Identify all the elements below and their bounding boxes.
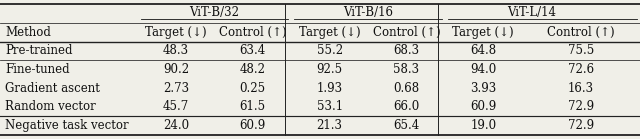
- Text: 3.93: 3.93: [470, 82, 497, 95]
- Text: ViT-B/32: ViT-B/32: [189, 6, 239, 19]
- Text: Control (↑): Control (↑): [219, 26, 287, 39]
- Text: Gradient ascent: Gradient ascent: [5, 82, 100, 95]
- Text: 72.9: 72.9: [568, 100, 594, 113]
- Text: 60.9: 60.9: [239, 119, 266, 132]
- Text: 16.3: 16.3: [568, 82, 594, 95]
- Text: Pre-trained: Pre-trained: [5, 44, 72, 57]
- Text: 72.9: 72.9: [568, 119, 594, 132]
- Text: ViT-B/16: ViT-B/16: [343, 6, 393, 19]
- Text: 53.1: 53.1: [317, 100, 342, 113]
- Text: 60.9: 60.9: [470, 100, 497, 113]
- Text: 90.2: 90.2: [163, 63, 189, 76]
- Text: 0.68: 0.68: [394, 82, 419, 95]
- Text: 45.7: 45.7: [163, 100, 189, 113]
- Text: 1.93: 1.93: [317, 82, 342, 95]
- Text: 65.4: 65.4: [393, 119, 420, 132]
- Text: 64.8: 64.8: [470, 44, 496, 57]
- Text: Target (↓): Target (↓): [452, 26, 514, 39]
- Text: ViT-L/14: ViT-L/14: [508, 6, 557, 19]
- Text: 61.5: 61.5: [240, 100, 266, 113]
- Text: 92.5: 92.5: [317, 63, 342, 76]
- Text: 75.5: 75.5: [568, 44, 594, 57]
- Text: Fine-tuned: Fine-tuned: [5, 63, 70, 76]
- Text: 58.3: 58.3: [394, 63, 419, 76]
- Text: 24.0: 24.0: [163, 119, 189, 132]
- Text: 63.4: 63.4: [239, 44, 266, 57]
- Text: 94.0: 94.0: [470, 63, 497, 76]
- Text: 0.25: 0.25: [240, 82, 266, 95]
- Text: 2.73: 2.73: [163, 82, 189, 95]
- Text: 68.3: 68.3: [394, 44, 419, 57]
- Text: Negative task vector: Negative task vector: [5, 119, 129, 132]
- Text: 55.2: 55.2: [317, 44, 342, 57]
- Text: 19.0: 19.0: [470, 119, 496, 132]
- Text: 66.0: 66.0: [393, 100, 420, 113]
- Text: Random vector: Random vector: [5, 100, 96, 113]
- Text: 48.3: 48.3: [163, 44, 189, 57]
- Text: 48.2: 48.2: [240, 63, 266, 76]
- Text: Target (↓): Target (↓): [145, 26, 207, 39]
- Text: Control (↑): Control (↑): [547, 26, 614, 39]
- Text: Control (↑): Control (↑): [372, 26, 440, 39]
- Text: Target (↓): Target (↓): [299, 26, 360, 39]
- Text: 72.6: 72.6: [568, 63, 594, 76]
- Text: 21.3: 21.3: [317, 119, 342, 132]
- Text: Method: Method: [5, 26, 51, 39]
